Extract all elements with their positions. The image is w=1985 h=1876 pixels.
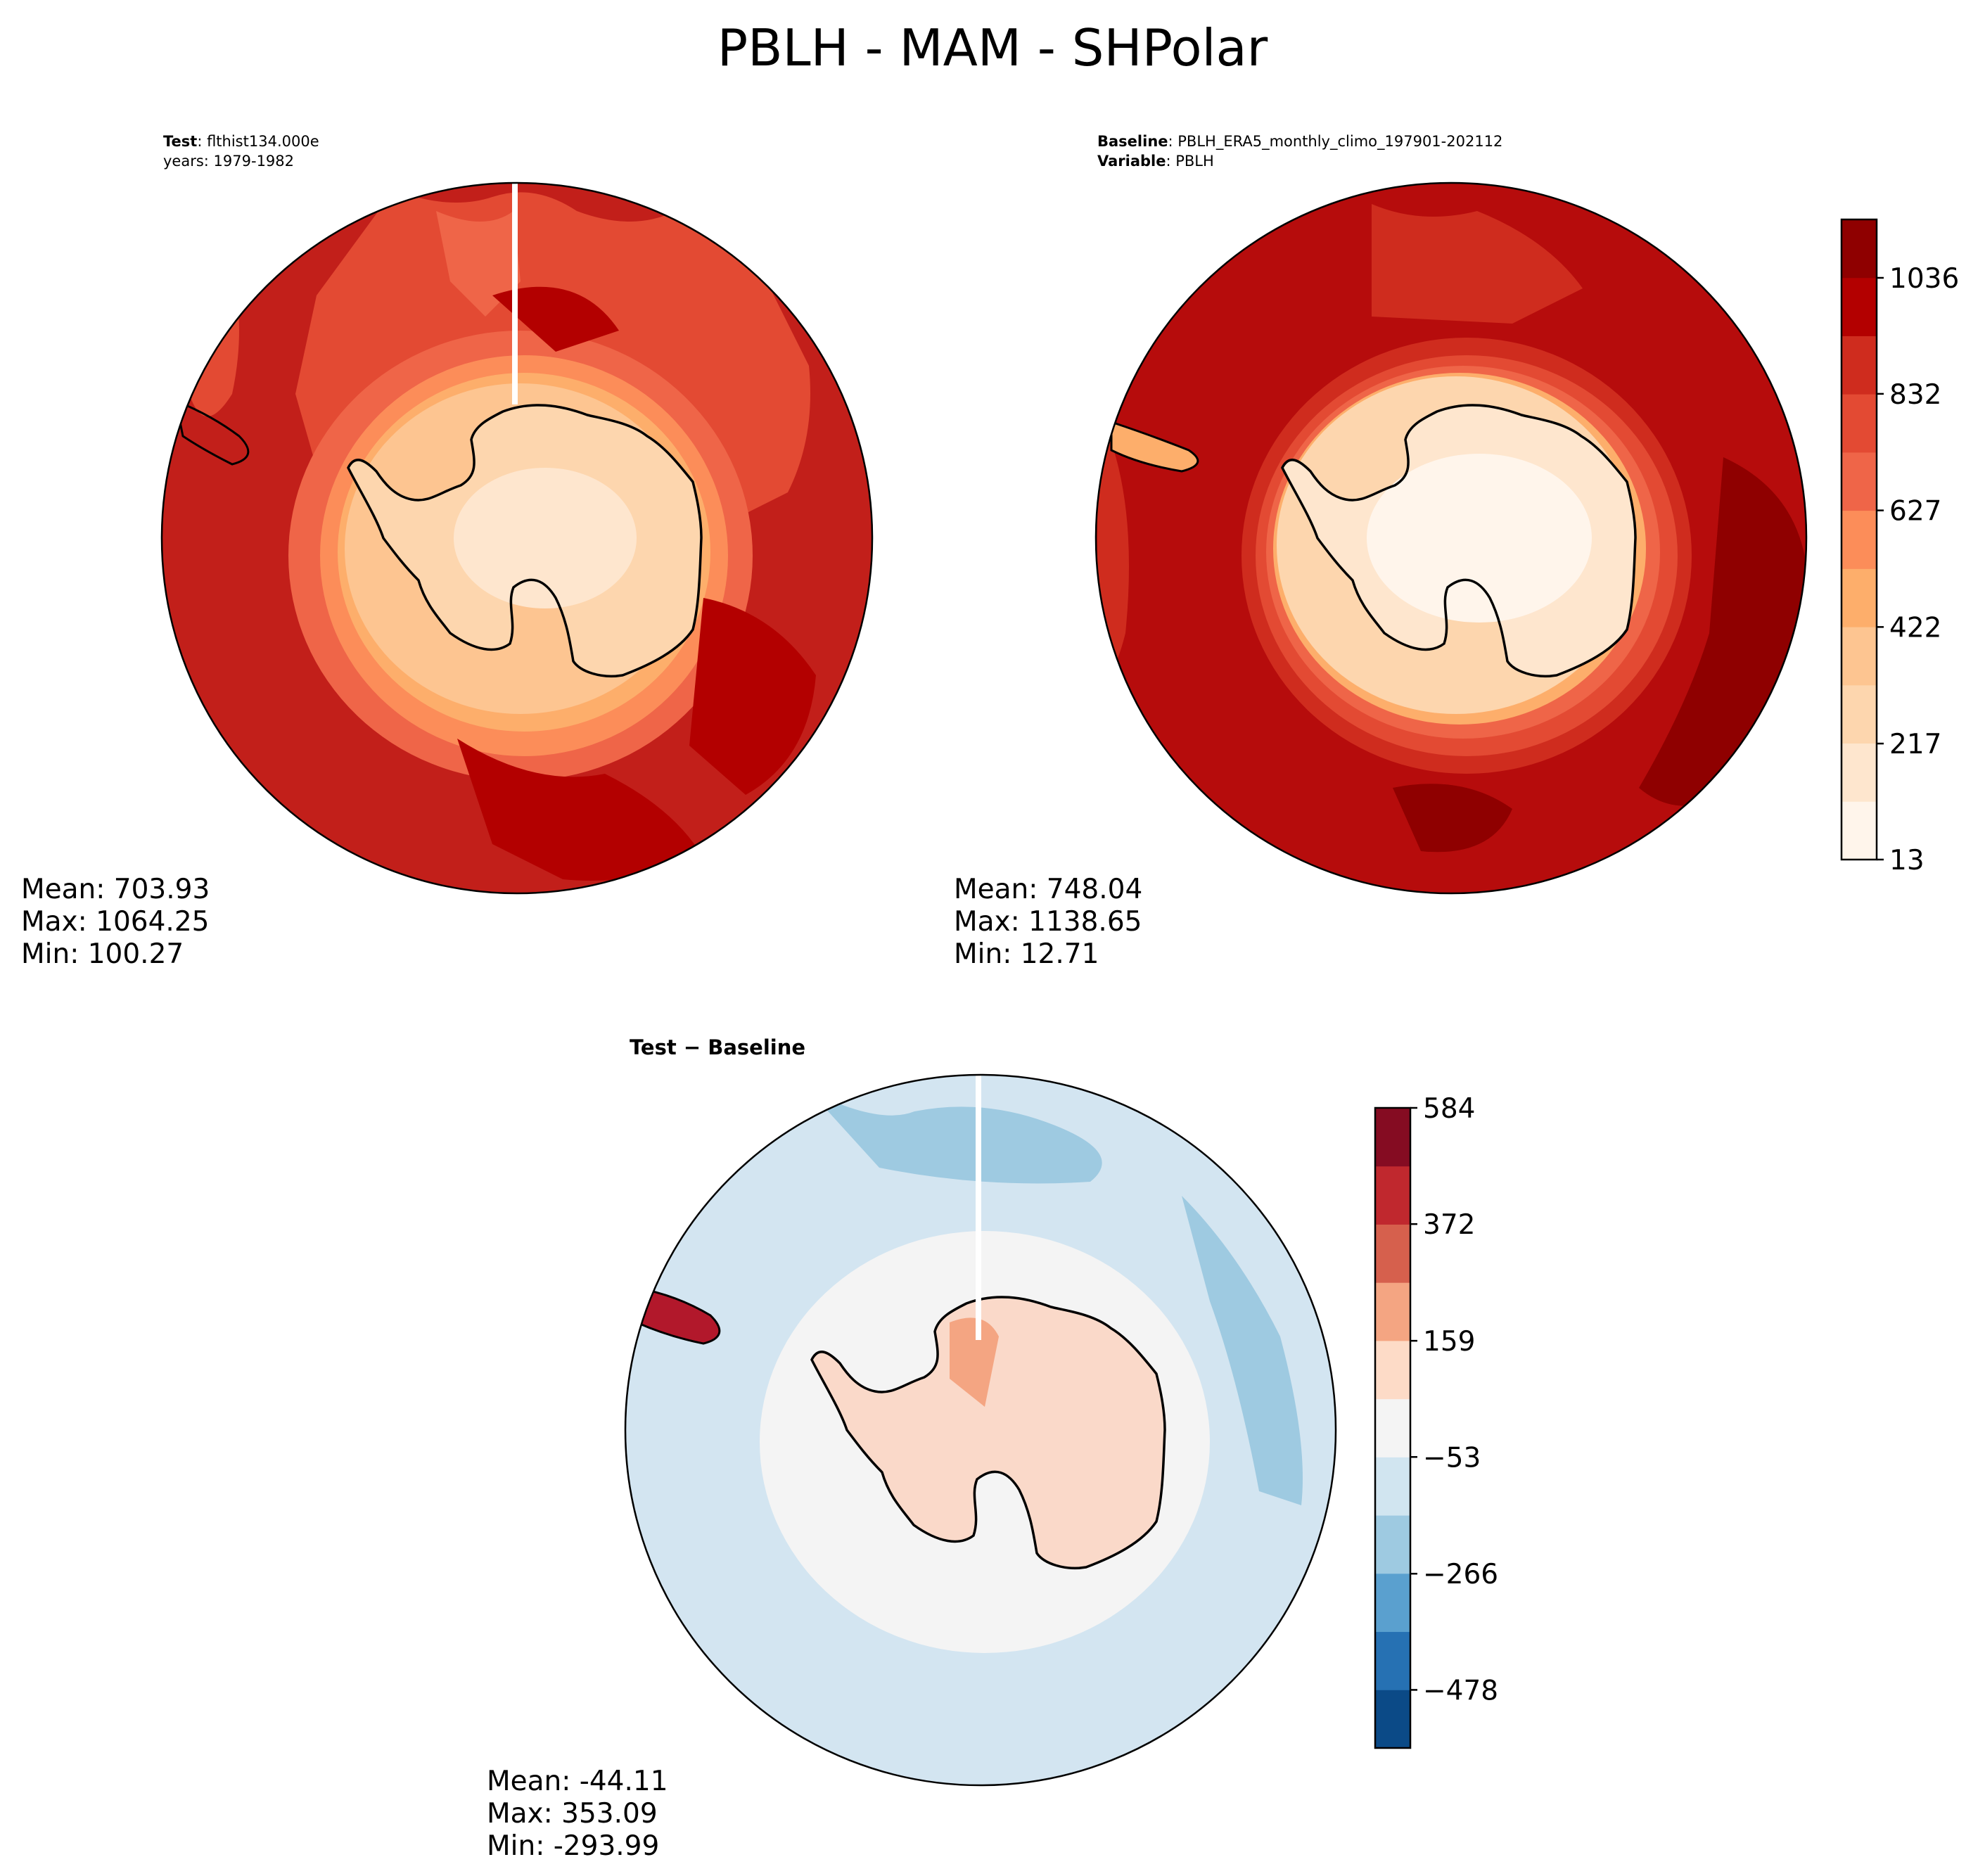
difference-title-op: −: [676, 1035, 708, 1059]
difference-map: [625, 1075, 1336, 1785]
difference-title: Test − Baseline: [630, 1035, 805, 1059]
baseline-header: Baseline: PBLH_ERA5_monthly_climo_197901…: [1097, 132, 1502, 171]
test-header: Test: flthist134.000e years: 1979-1982: [163, 132, 319, 171]
difference-colorbar-level: [1375, 1108, 1410, 1167]
baseline-colorbar-level: [1842, 743, 1877, 802]
difference-title-baseline: Baseline: [708, 1035, 806, 1059]
baseline-label-value: : PBLH_ERA5_monthly_climo_197901-202112: [1168, 133, 1503, 150]
baseline-colorbar-level: [1842, 219, 1877, 279]
baseline-colorbar-tick-label: 832: [1889, 379, 1941, 411]
difference-colorbar-level: [1375, 1631, 1410, 1690]
test-patch: [457, 739, 703, 881]
test-mean: Mean: 703.93: [21, 874, 210, 905]
difference-colorbar-level: [1375, 1166, 1410, 1225]
difference-colorbar-level: [1375, 1690, 1410, 1749]
baseline-colorbar-level: [1842, 394, 1877, 453]
test-patch: [492, 286, 619, 352]
difference-map-border: [624, 1073, 1337, 1787]
baseline-colorbar-tick-label: 422: [1889, 612, 1941, 644]
difference-colorbar-level: [1375, 1224, 1410, 1283]
test-interior-fill: [454, 468, 637, 608]
difference-patch: [809, 1090, 1102, 1184]
baseline-colorbar-level: [1842, 510, 1877, 569]
difference-colorbar-tick-label: 584: [1423, 1093, 1475, 1125]
test-map: [162, 183, 872, 893]
difference-title-test: Test: [630, 1035, 677, 1059]
difference-stats: Mean: -44.11 Max: 353.09 Min: -293.99: [487, 1766, 668, 1863]
baseline-colorbar-level: [1842, 277, 1877, 336]
baseline-stats: Mean: 748.04 Max: 1138.65 Min: 12.71: [954, 874, 1142, 971]
difference-colorbar-level: [1375, 1573, 1410, 1633]
baseline-colorbar-level: [1842, 336, 1877, 395]
baseline-patch: [1372, 204, 1583, 324]
figure-title: PBLH - MAM - SHPolar: [717, 18, 1268, 77]
difference-patch: [950, 1317, 999, 1407]
variable-label-key: Variable: [1097, 153, 1166, 170]
baseline-mean: Mean: 748.04: [954, 874, 1143, 905]
test-min: Min: 100.27: [21, 938, 184, 970]
test-patch: [689, 598, 816, 795]
baseline-max: Max: 1138.65: [954, 906, 1142, 938]
difference-colorbar-tick-label: 372: [1423, 1209, 1475, 1241]
difference-colorbar-level: [1375, 1457, 1410, 1516]
difference-min: Min: -293.99: [487, 1830, 660, 1862]
test-label-value: : flthist134.000e: [197, 133, 319, 150]
difference-colorbar: −478 −266 −53 159 372 584: [1374, 1093, 1498, 1749]
baseline-label-key: Baseline: [1097, 133, 1168, 150]
baseline-map-border: [1094, 181, 1808, 895]
difference-colorbar-tick-label: −478: [1423, 1675, 1498, 1706]
baseline-colorbar-level: [1842, 801, 1877, 860]
baseline-colorbar-level: [1842, 568, 1877, 627]
variable-label-value: : PBLH: [1166, 153, 1214, 170]
test-south-america-outline: [174, 399, 250, 466]
baseline-min: Min: 12.71: [954, 938, 1099, 970]
test-patch: [436, 211, 521, 317]
difference-colorbar-border: [1374, 1106, 1412, 1749]
difference-colorbar-tick-label: −53: [1423, 1442, 1481, 1474]
baseline-colorbar-level: [1842, 627, 1877, 686]
baseline-south-america-outline: [1110, 420, 1199, 473]
test-label-key: Test: [163, 133, 198, 150]
difference-max: Max: 353.09: [487, 1798, 658, 1830]
baseline-colorbar-tick-label: 13: [1889, 845, 1925, 876]
difference-colorbar-level: [1375, 1282, 1410, 1341]
difference-colorbar-level: [1375, 1515, 1410, 1574]
test-years: years: 1979-1982: [163, 153, 295, 170]
difference-colorbar-level: [1375, 1398, 1410, 1457]
baseline-colorbar-level: [1842, 452, 1877, 511]
difference-patch: [1182, 1196, 1303, 1505]
baseline-interior-fill: [1367, 454, 1592, 623]
baseline-colorbar-level: [1842, 684, 1877, 744]
test-patch: [181, 211, 239, 416]
test-seam: [512, 183, 518, 404]
baseline-colorbar-tick-label: 627: [1889, 496, 1941, 528]
baseline-map: [1096, 183, 1806, 893]
baseline-colorbar-border: [1840, 218, 1878, 861]
difference-south-america-outline: [632, 1286, 721, 1345]
baseline-colorbar-tick-label: 217: [1889, 729, 1941, 760]
test-max: Max: 1064.25: [21, 906, 210, 938]
baseline-colorbar-tick-label: 1036: [1889, 263, 1959, 295]
difference-colorbar-tick-label: −266: [1423, 1559, 1498, 1590]
baseline-patch: [1393, 784, 1512, 853]
test-stats: Mean: 703.93 Max: 1064.25 Min: 100.27: [21, 874, 210, 971]
baseline-patch: [1097, 408, 1129, 675]
test-map-border: [160, 181, 874, 895]
baseline-colorbar: 13 217 422 627 832 1036: [1840, 218, 1959, 876]
difference-mean: Mean: -44.11: [487, 1766, 668, 1797]
difference-seam: [976, 1075, 981, 1340]
difference-colorbar-level: [1375, 1340, 1410, 1400]
difference-colorbar-tick-label: 159: [1423, 1326, 1475, 1358]
